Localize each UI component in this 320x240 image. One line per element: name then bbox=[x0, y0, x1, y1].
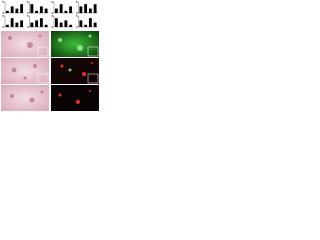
bar bbox=[54, 18, 58, 27]
bar bbox=[88, 8, 92, 13]
bar bbox=[30, 22, 34, 27]
bar bbox=[93, 22, 97, 27]
y-tick-label: 0 bbox=[51, 25, 53, 29]
bar bbox=[93, 4, 97, 13]
bar bbox=[10, 6, 14, 13]
bar bbox=[10, 18, 14, 27]
y-tick-label: 5 bbox=[27, 0, 29, 4]
red-signal bbox=[58, 62, 93, 104]
inset-frames bbox=[37, 46, 99, 84]
y-tick-label: 5 bbox=[2, 0, 4, 4]
bar bbox=[20, 4, 24, 13]
bar bbox=[88, 18, 92, 27]
histology-image bbox=[1, 58, 49, 84]
bar bbox=[64, 10, 68, 13]
bar bbox=[15, 22, 19, 27]
y-tick-label: 5 bbox=[76, 0, 78, 4]
y-tick-label: 0 bbox=[2, 11, 4, 15]
bar bbox=[44, 8, 48, 13]
y-tick-label: 5 bbox=[51, 0, 53, 4]
y-tick-label: 0 bbox=[27, 11, 29, 15]
bar bbox=[84, 4, 88, 13]
bar bbox=[84, 24, 88, 27]
y-tick-label: 5 bbox=[51, 14, 53, 18]
bar bbox=[59, 4, 63, 13]
bar bbox=[79, 20, 83, 27]
bar bbox=[35, 20, 39, 27]
bar bbox=[5, 24, 9, 27]
bar bbox=[64, 20, 68, 27]
y-tick-label: 0 bbox=[51, 11, 53, 15]
y-tick-label: 0 bbox=[27, 25, 29, 29]
bar bbox=[15, 8, 19, 13]
fluorescence-image bbox=[51, 31, 99, 57]
y-tick-label: 5 bbox=[76, 14, 78, 18]
histology-image bbox=[1, 31, 49, 57]
bar bbox=[39, 6, 43, 13]
bar bbox=[5, 10, 9, 13]
tissue-spots bbox=[8, 34, 44, 103]
green-signal bbox=[58, 34, 92, 72]
fluorescence-image bbox=[51, 58, 99, 84]
bar bbox=[69, 6, 73, 13]
y-tick-label: 5 bbox=[27, 14, 29, 18]
y-tick-label: 0 bbox=[76, 25, 78, 29]
bar bbox=[44, 24, 48, 27]
bar bbox=[39, 18, 43, 27]
y-tick-label: 5 bbox=[2, 14, 4, 18]
y-tick-label: 0 bbox=[76, 11, 78, 15]
bar bbox=[59, 22, 63, 27]
bar bbox=[30, 4, 34, 13]
bar bbox=[69, 24, 73, 27]
micrographs bbox=[1, 31, 99, 111]
bar bbox=[79, 6, 83, 13]
bar bbox=[35, 10, 39, 13]
bar bbox=[54, 8, 58, 13]
fluorescence-image bbox=[51, 85, 99, 111]
bar bbox=[20, 20, 24, 27]
histology-image bbox=[1, 85, 49, 111]
y-tick-label: 0 bbox=[2, 25, 4, 29]
